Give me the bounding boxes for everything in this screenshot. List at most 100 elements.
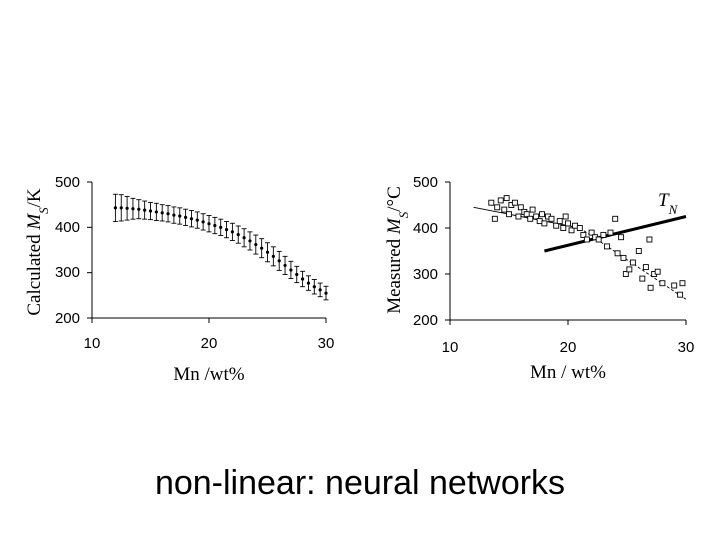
data-point xyxy=(265,250,270,254)
data-point xyxy=(618,234,625,241)
data-point xyxy=(295,272,299,277)
right-x-tick-30: 30 xyxy=(678,339,695,356)
data-point xyxy=(572,222,579,229)
data-point xyxy=(201,220,205,224)
data-point xyxy=(143,208,147,212)
data-point xyxy=(224,228,229,232)
left-y-tick-300: 300 xyxy=(55,264,80,281)
left-y-tick-200: 200 xyxy=(55,310,80,327)
data-point xyxy=(626,266,633,273)
data-point xyxy=(607,229,614,236)
data-point xyxy=(568,227,575,234)
data-point xyxy=(642,264,649,271)
right-y-title-prefix: Measured xyxy=(384,234,405,314)
data-point xyxy=(541,220,548,227)
calculated-ms-chart: 10 20 30 200 300 400 500 Mn /wt% Calcula… xyxy=(24,174,334,385)
left-data-marks xyxy=(112,193,329,301)
data-point xyxy=(536,218,543,225)
data-point xyxy=(254,242,258,247)
data-point xyxy=(600,231,607,238)
data-point xyxy=(501,206,508,213)
right-ticks xyxy=(445,181,687,325)
tn-annotation-t: T xyxy=(658,190,670,211)
data-point xyxy=(603,243,610,250)
data-point xyxy=(324,291,328,295)
data-point xyxy=(301,277,305,281)
tn-annotation-n: N xyxy=(668,202,679,217)
data-point xyxy=(503,195,510,202)
data-point xyxy=(219,225,223,229)
data-point xyxy=(230,230,234,234)
data-point xyxy=(620,254,627,261)
data-point xyxy=(213,223,217,228)
data-point xyxy=(580,231,587,238)
data-point xyxy=(172,213,176,217)
data-point xyxy=(289,268,293,272)
data-point xyxy=(277,259,281,263)
data-point xyxy=(583,236,590,243)
right-x-tick-20: 20 xyxy=(560,339,577,356)
data-point xyxy=(494,204,501,211)
data-point xyxy=(511,199,518,206)
measured-ms-chart: 10 20 30 200 300 400 500 Mn / wt% Measur… xyxy=(384,174,694,383)
left-y-tick-500: 500 xyxy=(55,174,80,191)
data-point xyxy=(565,220,571,227)
data-point xyxy=(160,211,164,215)
data-point xyxy=(533,213,540,220)
right-trend-lines xyxy=(473,206,687,300)
data-point xyxy=(488,199,495,206)
data-point xyxy=(137,207,141,211)
data-point xyxy=(119,206,123,210)
data-point xyxy=(659,280,666,287)
data-point xyxy=(207,222,211,226)
data-point xyxy=(595,236,602,243)
data-point xyxy=(178,214,182,218)
data-point xyxy=(184,215,188,219)
data-point xyxy=(639,275,646,282)
data-point xyxy=(283,263,287,268)
left-y-title-symbol: M xyxy=(24,213,45,231)
data-point xyxy=(242,236,246,240)
data-point xyxy=(271,254,275,258)
right-axis-frame xyxy=(449,182,686,321)
data-point xyxy=(125,206,129,210)
data-point xyxy=(491,215,498,222)
data-point xyxy=(166,212,170,216)
right-y-title-unit: /°C xyxy=(384,186,405,212)
data-point xyxy=(539,211,545,218)
right-y-tick-400: 400 xyxy=(413,220,438,237)
right-y-title-symbol: M xyxy=(384,217,405,235)
data-point xyxy=(260,246,264,250)
data-point xyxy=(629,259,636,266)
right-x-tick-10: 10 xyxy=(442,339,459,356)
data-point xyxy=(614,250,621,257)
data-point xyxy=(154,210,158,214)
data-point xyxy=(195,218,199,222)
data-point xyxy=(647,284,654,291)
right-y-tick-200: 200 xyxy=(413,312,438,329)
left-x-axis-title: Mn /wt% xyxy=(173,364,244,385)
data-point xyxy=(677,291,684,298)
left-x-tick-20: 20 xyxy=(201,335,218,352)
right-y-title-subscript: S xyxy=(396,211,411,218)
data-point xyxy=(189,217,194,221)
right-data-marks xyxy=(488,195,686,298)
left-y-title-unit: /K xyxy=(24,188,45,207)
data-point xyxy=(548,215,555,222)
data-point xyxy=(612,215,619,222)
slide-caption: non-linear: neural networks xyxy=(154,464,566,502)
left-y-title-prefix: Calculated xyxy=(24,230,45,316)
trend-line xyxy=(473,206,580,229)
data-point xyxy=(646,236,653,243)
data-point xyxy=(312,285,316,289)
left-x-tick-10: 10 xyxy=(84,335,101,352)
data-point xyxy=(556,218,563,225)
tn-annotation: TN xyxy=(658,190,679,217)
data-point xyxy=(497,197,504,204)
data-point xyxy=(671,282,678,289)
data-point xyxy=(306,281,311,285)
data-point xyxy=(553,222,560,229)
data-point xyxy=(515,213,522,220)
right-x-axis-title: Mn / wt% xyxy=(530,362,606,383)
